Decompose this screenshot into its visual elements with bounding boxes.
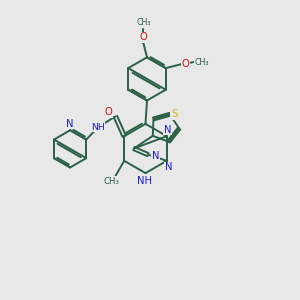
Text: N: N bbox=[66, 118, 74, 129]
Text: CH₃: CH₃ bbox=[194, 58, 209, 67]
Text: N: N bbox=[164, 124, 171, 135]
Text: NH: NH bbox=[136, 176, 152, 186]
Text: O: O bbox=[182, 59, 189, 69]
Text: S: S bbox=[171, 110, 177, 119]
Text: CH₃: CH₃ bbox=[103, 177, 119, 186]
Text: O: O bbox=[105, 107, 113, 117]
Text: N: N bbox=[165, 162, 172, 172]
Text: N: N bbox=[152, 151, 159, 161]
Text: NH: NH bbox=[91, 123, 104, 132]
Text: O: O bbox=[140, 32, 147, 43]
Text: CH₃: CH₃ bbox=[136, 18, 151, 27]
